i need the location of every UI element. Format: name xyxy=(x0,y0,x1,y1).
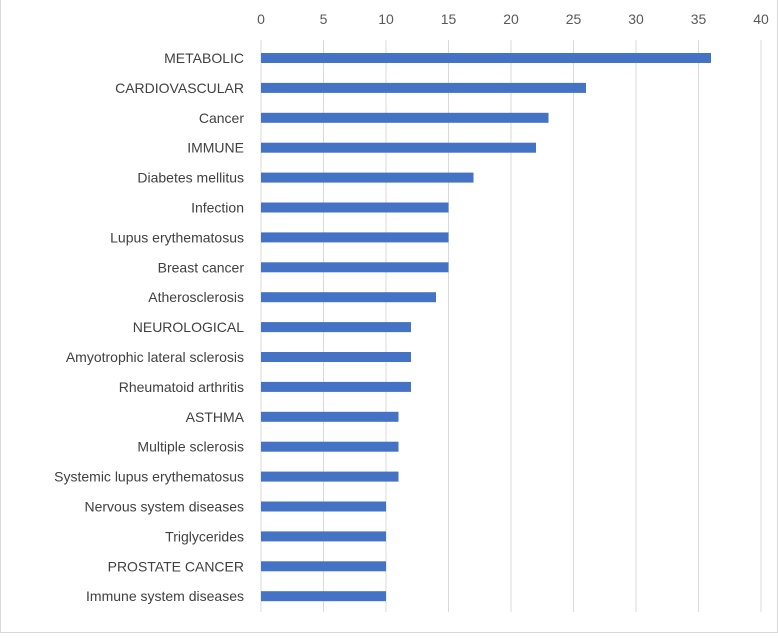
category-label: Infection xyxy=(191,200,244,216)
bar xyxy=(261,232,449,243)
category-label: Atherosclerosis xyxy=(148,289,244,305)
category-label: Immune system diseases xyxy=(86,588,244,604)
category-label: CARDIOVASCULAR xyxy=(115,80,244,96)
x-tick-label: 25 xyxy=(566,11,582,27)
bar xyxy=(261,142,536,153)
bar xyxy=(261,561,386,572)
bar xyxy=(261,202,449,213)
category-label: Diabetes mellitus xyxy=(137,170,244,186)
bar xyxy=(261,352,411,362)
bar xyxy=(261,501,386,512)
category-label: IMMUNE xyxy=(187,140,244,156)
category-label: NEUROLOGICAL xyxy=(133,319,244,335)
category-label: METABOLIC xyxy=(164,50,244,66)
category-label: Cancer xyxy=(199,110,244,126)
bar xyxy=(261,262,449,273)
bar xyxy=(261,292,436,303)
x-tick-label: 30 xyxy=(628,11,644,27)
category-label: PROSTATE CANCER xyxy=(108,558,244,574)
category-label: Nervous system diseases xyxy=(84,499,244,515)
x-tick-label: 0 xyxy=(257,11,265,27)
category-label: Systemic lupus erythematosus xyxy=(54,469,244,485)
category-label: ASTHMA xyxy=(186,409,245,425)
bar xyxy=(261,112,549,123)
bar xyxy=(261,471,399,482)
x-tick-label: 10 xyxy=(378,11,394,27)
x-tick-label: 40 xyxy=(753,11,769,27)
x-tick-label: 35 xyxy=(691,11,707,27)
category-label: Rheumatoid arthritis xyxy=(119,379,244,395)
bar xyxy=(261,322,411,333)
bar xyxy=(261,411,399,422)
bar xyxy=(261,53,711,63)
category-label: Triglycerides xyxy=(165,528,244,544)
category-label: Breast cancer xyxy=(158,259,245,275)
category-label: Amyotrophic lateral sclerosis xyxy=(66,349,244,365)
x-tick-label: 5 xyxy=(320,11,328,27)
x-tick-label: 15 xyxy=(441,11,457,27)
category-label: Lupus erythematosus xyxy=(110,229,244,245)
x-tick-label: 20 xyxy=(503,11,519,27)
bar xyxy=(261,531,386,542)
bar xyxy=(261,591,386,602)
bar xyxy=(261,441,399,452)
bar xyxy=(261,82,586,93)
category-label: Multiple sclerosis xyxy=(137,439,244,455)
bar xyxy=(261,381,411,392)
bar xyxy=(261,172,474,183)
